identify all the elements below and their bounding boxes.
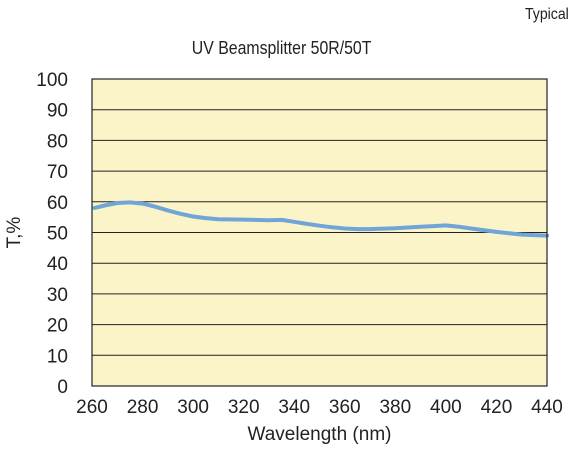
y-tick-label: 80 xyxy=(47,131,68,152)
x-axis-label: Wavelength (nm) xyxy=(248,424,392,445)
y-tick-label: 40 xyxy=(47,254,68,275)
series-line xyxy=(92,200,549,238)
x-tick-label: 320 xyxy=(228,397,260,418)
y-tick-label: 100 xyxy=(36,70,68,91)
y-tick-label: 60 xyxy=(47,193,68,214)
x-tick-label: 400 xyxy=(430,397,462,418)
x-tick-label: 260 xyxy=(76,397,108,418)
x-tick-label: 420 xyxy=(481,397,513,418)
y-tick-label: 50 xyxy=(47,224,68,245)
x-tick-label: 280 xyxy=(127,397,159,418)
y-tick-label: 30 xyxy=(47,285,68,306)
x-tick-labels: 260 280 300 320 340 360 380 400 420 440 xyxy=(76,397,563,418)
y-tick-label: 70 xyxy=(47,162,68,183)
x-tick-label: 300 xyxy=(177,397,209,418)
y-tick-label: 90 xyxy=(47,101,68,122)
y-tick-label: 10 xyxy=(47,346,68,367)
x-tick-label: 380 xyxy=(379,397,411,418)
x-tick-label: 360 xyxy=(329,397,361,418)
y-axis-label: T,% xyxy=(4,217,25,249)
typical-label: Typical xyxy=(525,6,569,23)
y-tick-label: 20 xyxy=(47,316,68,337)
x-tick-label: 340 xyxy=(278,397,310,418)
plot-frame xyxy=(91,78,548,387)
y-tick-label: 0 xyxy=(57,377,68,398)
chart-title: UV Beamsplitter 50R/50T xyxy=(191,38,372,58)
y-tick-labels: 0 10 20 30 40 50 60 70 80 90 100 xyxy=(36,70,68,398)
x-tick-label: 440 xyxy=(531,397,563,418)
